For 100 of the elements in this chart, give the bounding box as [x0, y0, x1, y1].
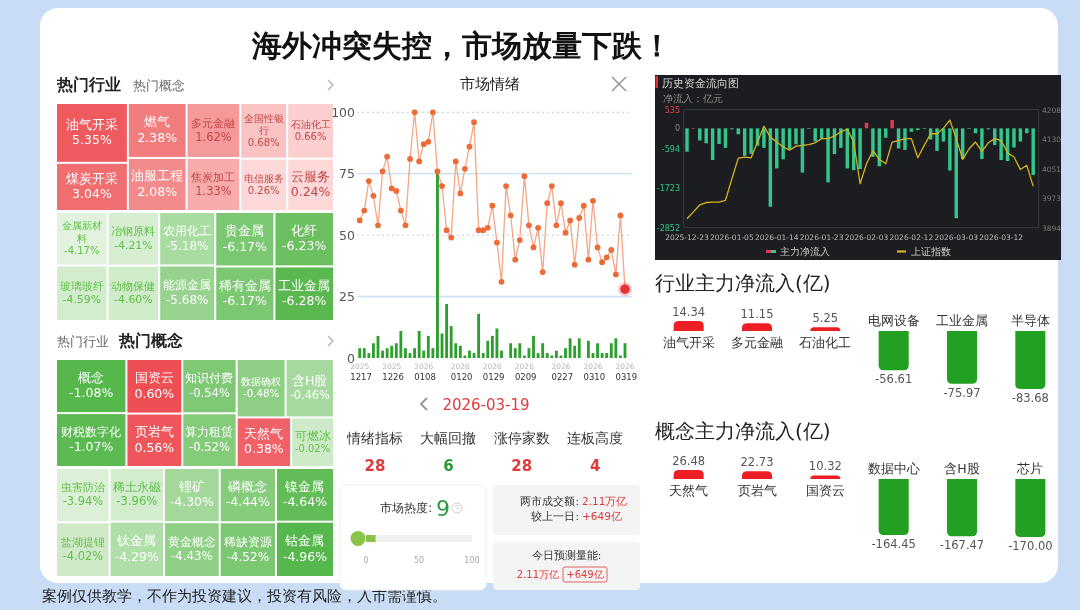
y-tick-label: 0	[674, 124, 680, 134]
point	[580, 202, 587, 209]
bar	[596, 343, 599, 358]
category-label: 金属新材料	[61, 220, 102, 244]
bar	[890, 119, 894, 129]
category-label: 能源金属	[163, 278, 212, 293]
category-label: 页岩气	[134, 424, 174, 440]
data-label: -1.08%	[69, 385, 114, 401]
bar	[477, 313, 481, 358]
bar	[878, 479, 909, 536]
x-tick-label: 页岩气	[737, 483, 777, 498]
bar	[372, 343, 375, 358]
point	[617, 281, 633, 297]
data-label: -3.96%	[116, 494, 158, 509]
category-label: 连板高度	[567, 430, 624, 446]
category-label: 煤炭开采	[65, 170, 118, 186]
point	[489, 202, 496, 209]
point	[375, 222, 381, 229]
data-label: 0.56%	[134, 439, 175, 455]
category-label: 锂矿	[177, 479, 205, 495]
chart-title: 概念主力净流入(亿)	[655, 419, 831, 443]
bar	[749, 128, 753, 154]
category-label: 大幅回撤	[420, 430, 477, 446]
data-label: -6.17%	[222, 293, 268, 308]
point	[356, 217, 363, 224]
bar	[600, 353, 604, 358]
category-label: 算力租赁	[185, 425, 234, 440]
y-tick-label: -1723	[656, 184, 680, 194]
bar	[810, 327, 841, 331]
bar	[385, 348, 389, 358]
bar	[673, 321, 704, 331]
bar	[614, 338, 618, 358]
point	[544, 200, 551, 207]
data-label: 6	[443, 457, 454, 475]
bar	[458, 345, 462, 358]
data-label: -5.68%	[165, 293, 209, 308]
data-label: -4.30%	[169, 494, 215, 510]
point	[585, 256, 592, 263]
bar	[810, 475, 841, 479]
point	[411, 109, 418, 116]
category-label: 工业金属	[278, 277, 331, 293]
category-label: 全国性银行	[243, 112, 284, 136]
data-label: 5.25	[812, 311, 839, 326]
category-label: 钛金属	[116, 533, 157, 549]
category-label: 石油化工	[290, 118, 331, 130]
point	[457, 190, 464, 197]
point	[420, 141, 427, 148]
data-label: -6.28%	[282, 292, 327, 308]
data-label: -4.44%	[225, 494, 271, 510]
bar	[417, 330, 421, 358]
point	[393, 188, 400, 194]
bar	[445, 303, 449, 358]
point	[484, 224, 491, 231]
data-label: -4.59%	[62, 293, 102, 307]
data-label: 2.08%	[137, 183, 178, 199]
chart-title: 市场情绪	[460, 75, 520, 93]
bar	[903, 128, 907, 150]
data-label: -0.52%	[189, 439, 230, 454]
point	[599, 259, 606, 266]
point	[384, 153, 391, 160]
point	[608, 247, 615, 253]
bar	[741, 471, 773, 479]
chart-title: 市场热度:	[380, 501, 432, 515]
data-label: 28	[364, 457, 386, 475]
category-label: 云服务	[291, 168, 331, 184]
x-tick-label: 芯片	[1016, 461, 1044, 476]
bar	[436, 173, 439, 358]
bar	[509, 343, 513, 358]
data-label: -167.47	[939, 538, 985, 553]
bar	[564, 348, 567, 358]
category-label: 磷概念	[227, 479, 268, 495]
bar	[381, 350, 384, 358]
data-label: -4.43%	[170, 549, 213, 564]
category-label: 可燃冰	[294, 428, 331, 443]
data-label: -5.18%	[165, 238, 209, 253]
point	[379, 168, 386, 175]
data-label: -75.97	[943, 385, 981, 400]
bar	[948, 128, 952, 171]
y-axis-title: 净流入：亿元	[663, 93, 723, 104]
category-label: 虫害防治	[60, 480, 105, 495]
data-label: 0.66%	[294, 130, 327, 142]
point	[365, 178, 372, 184]
point	[443, 227, 450, 234]
point	[617, 212, 624, 219]
point	[507, 212, 514, 219]
x-tick-label: 多元金融	[731, 335, 783, 350]
data-label: 5.35%	[72, 132, 112, 148]
bar	[449, 326, 453, 358]
x-tick-label: 100	[464, 556, 480, 565]
bar	[717, 128, 721, 145]
bar	[541, 343, 545, 358]
bar	[685, 128, 689, 152]
text: 热门概念	[117, 331, 183, 350]
category-label: 油服工程	[131, 168, 184, 184]
data-label: 0.24%	[290, 184, 331, 200]
data-label: -170.00	[1008, 539, 1053, 553]
bar	[946, 479, 978, 537]
text: 2.11万亿	[582, 495, 628, 507]
point	[553, 222, 560, 229]
point	[466, 143, 473, 150]
